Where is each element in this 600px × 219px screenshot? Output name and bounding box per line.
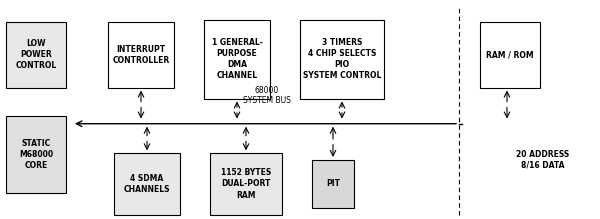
FancyBboxPatch shape <box>210 153 282 215</box>
Text: INTERRUPT
CONTROLLER: INTERRUPT CONTROLLER <box>112 45 170 65</box>
FancyBboxPatch shape <box>312 160 354 208</box>
Text: 4 SDMA
CHANNELS: 4 SDMA CHANNELS <box>124 174 170 194</box>
Text: 1152 BYTES
DUAL-PORT
RAM: 1152 BYTES DUAL-PORT RAM <box>221 168 271 200</box>
FancyBboxPatch shape <box>6 22 66 88</box>
Text: 1 GENERAL-
PURPOSE
DMA
CHANNEL: 1 GENERAL- PURPOSE DMA CHANNEL <box>212 38 262 80</box>
FancyBboxPatch shape <box>6 116 66 193</box>
Text: 68000
SYSTEM BUS: 68000 SYSTEM BUS <box>243 86 291 105</box>
Text: STATIC
M68000
CORE: STATIC M68000 CORE <box>19 139 53 170</box>
Text: 20 ADDRESS
8/16 DATA: 20 ADDRESS 8/16 DATA <box>516 150 569 170</box>
FancyBboxPatch shape <box>204 20 270 99</box>
FancyBboxPatch shape <box>300 20 384 99</box>
Text: RAM / ROM: RAM / ROM <box>486 50 534 59</box>
Text: LOW
POWER
CONTROL: LOW POWER CONTROL <box>16 39 56 70</box>
FancyBboxPatch shape <box>108 22 174 88</box>
FancyBboxPatch shape <box>114 153 180 215</box>
Text: 3 TIMERS
4 CHIP SELECTS
PIO
SYSTEM CONTROL: 3 TIMERS 4 CHIP SELECTS PIO SYSTEM CONTR… <box>303 38 381 80</box>
FancyBboxPatch shape <box>480 22 540 88</box>
Text: PIT: PIT <box>326 179 340 189</box>
